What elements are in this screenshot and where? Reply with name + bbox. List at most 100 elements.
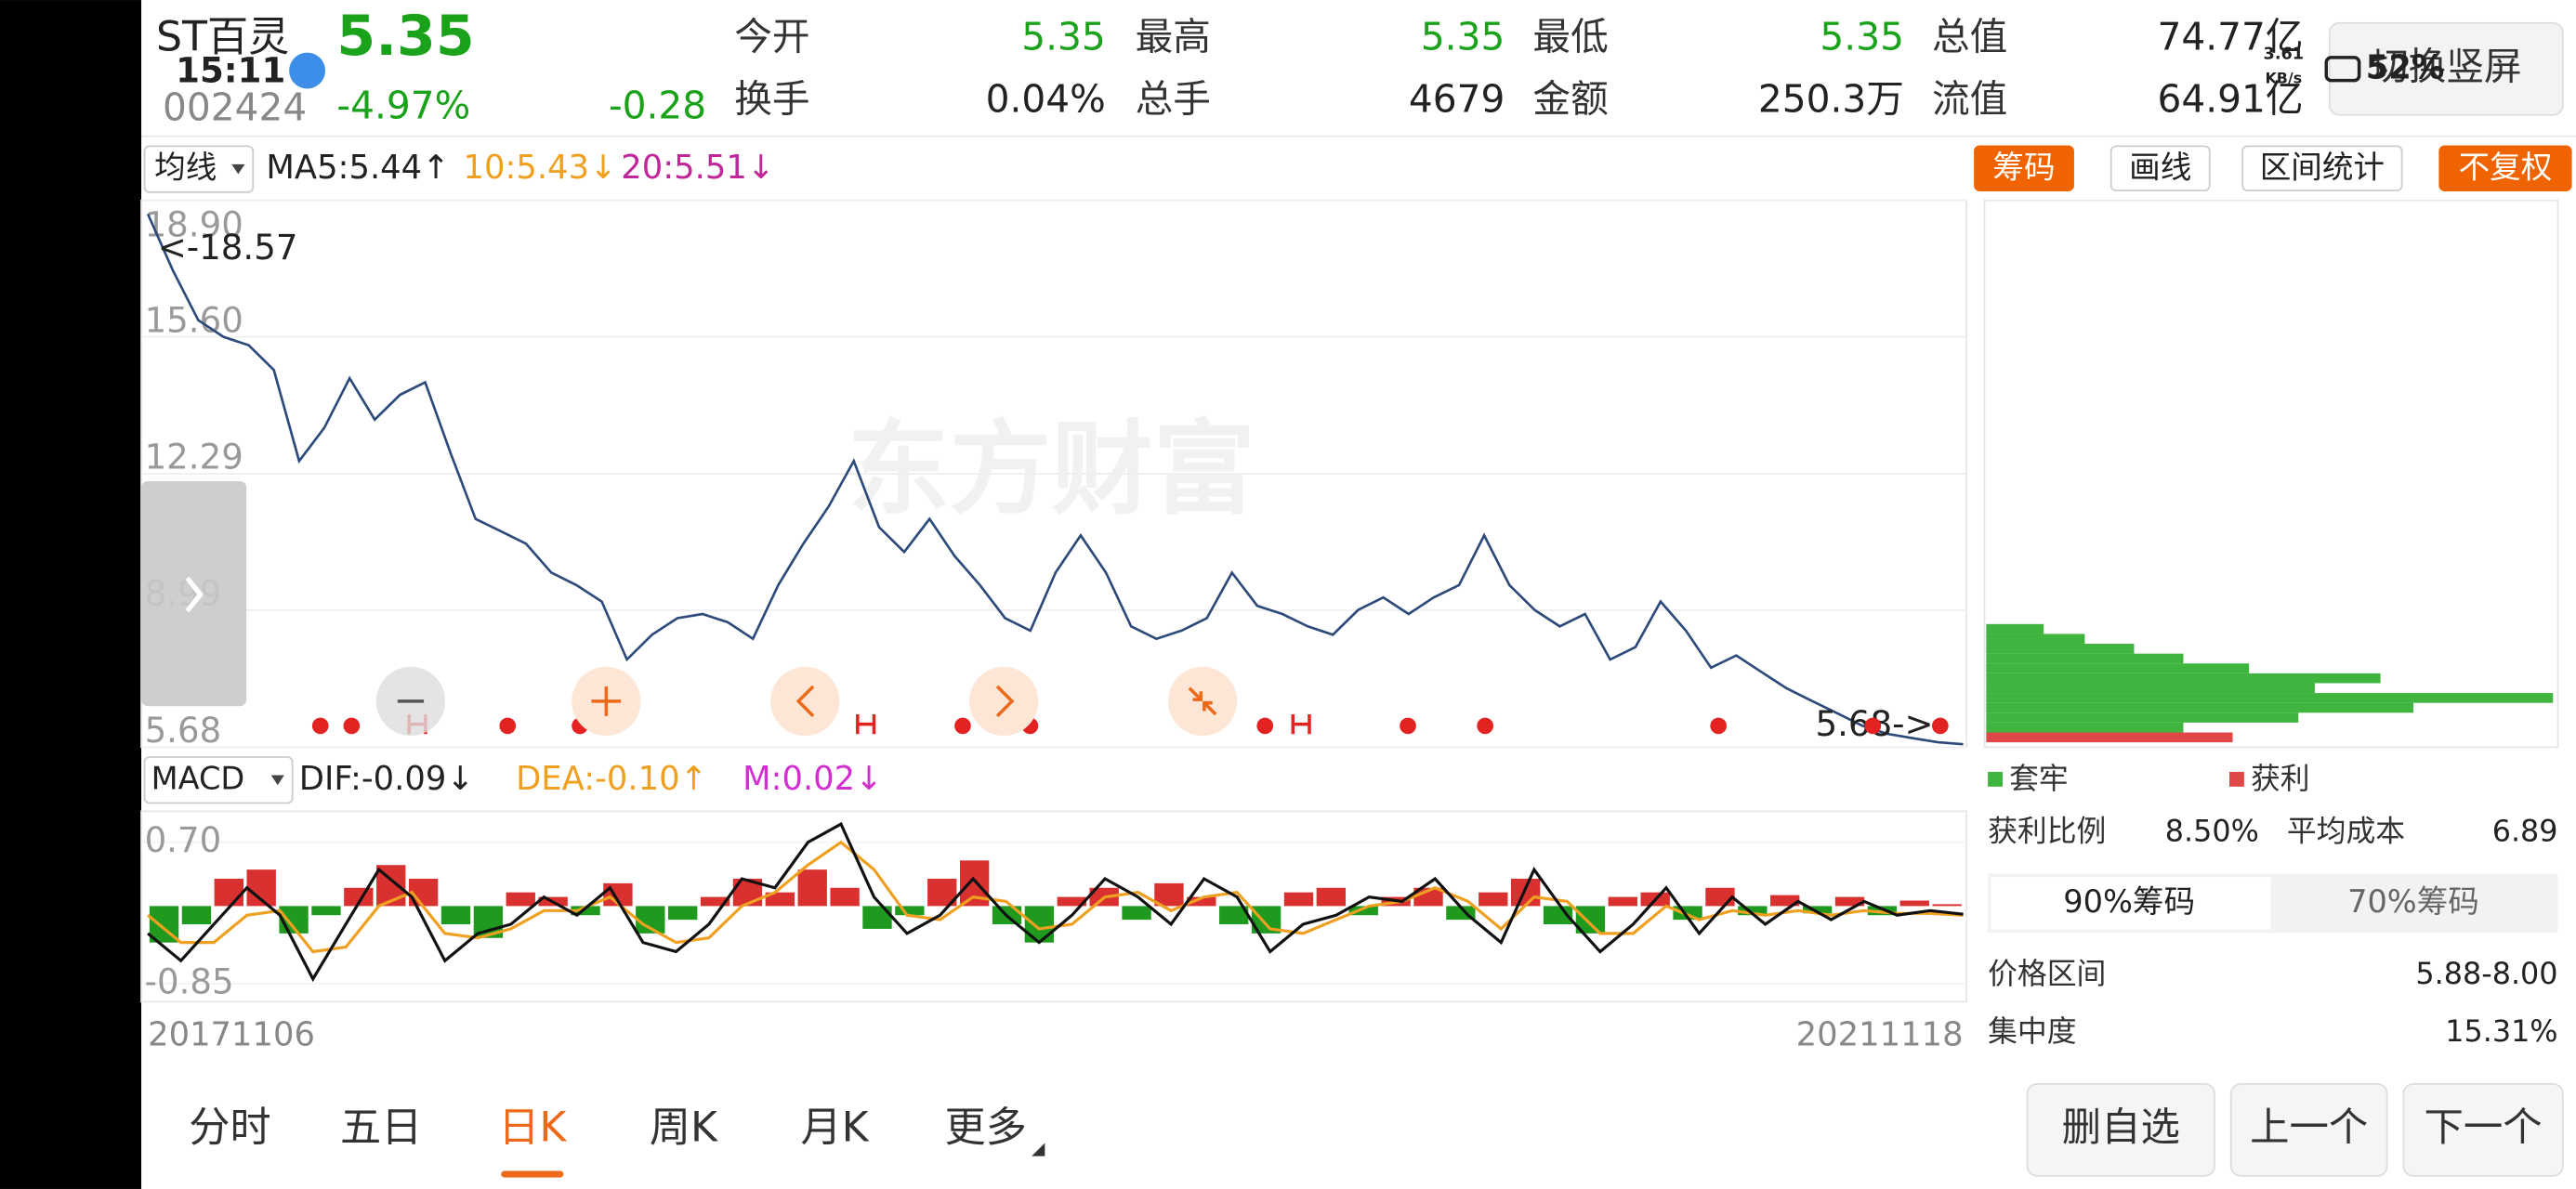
dropdown-arrow	[231, 163, 245, 175]
signal-s	[1291, 714, 1311, 735]
action-label[interactable]: 上一个	[2250, 1105, 2368, 1151]
clock: 15:11	[176, 50, 285, 90]
period-tab[interactable]: 周K	[650, 1104, 718, 1151]
tool-button-label[interactable]: 区间统计	[2260, 150, 2385, 186]
macd-bar	[1770, 895, 1800, 907]
tool-shrink[interactable]	[1167, 666, 1238, 737]
action-label[interactable]: 下一个	[2424, 1105, 2542, 1151]
icon	[995, 685, 1015, 718]
stat-label: 集中度	[1988, 1013, 2076, 1049]
macd-bar	[1283, 892, 1314, 907]
macd-select[interactable]: MACD	[151, 760, 245, 796]
change: -0.28	[609, 84, 706, 128]
ma-select-box[interactable]	[143, 145, 255, 193]
tool-button-label[interactable]: 画线	[2129, 150, 2191, 186]
chip-tab[interactable]: 90%筹码	[2063, 883, 2195, 920]
signal-dot	[1256, 717, 1274, 735]
ma-select[interactable]: 均线	[154, 150, 217, 186]
stat-value: 6.89	[2492, 813, 2558, 848]
period-tab[interactable]: 更多	[945, 1104, 1027, 1151]
macd-bar	[1899, 900, 1929, 907]
macd-select-box[interactable]	[143, 756, 294, 804]
tool-right[interactable]	[969, 666, 1039, 737]
legend-label: 获利	[2251, 761, 2310, 796]
action-label[interactable]: 删自选	[2062, 1105, 2180, 1151]
y-tick-label: 15.60	[145, 300, 243, 340]
macd-chart: 0.70 -0.85	[141, 820, 1967, 1001]
switch-button[interactable]	[2328, 21, 2564, 116]
period-tab[interactable]: 分时	[189, 1104, 270, 1151]
macd-bar	[1834, 896, 1865, 907]
macd-bar	[214, 878, 243, 907]
tool-button[interactable]	[2109, 145, 2211, 191]
macd-bar	[1187, 896, 1216, 907]
stock-name: ST百灵	[156, 13, 289, 60]
period-tab[interactable]: 月K	[800, 1104, 869, 1151]
chip-bar	[1986, 634, 2085, 645]
y-tick-label: 5.68	[145, 711, 222, 751]
chip-bar	[1986, 702, 2413, 713]
quote-label: 最低	[1532, 14, 1608, 59]
status-icon	[289, 52, 326, 89]
period-tab[interactable]: 五日	[340, 1104, 422, 1151]
chip-bar	[1986, 712, 2299, 723]
macd-bar	[1219, 906, 1249, 925]
switch-label[interactable]: 切换竖屏	[2371, 44, 2522, 88]
tool-button[interactable]	[2438, 145, 2572, 191]
chip-bar	[1986, 663, 2250, 673]
chip-bar	[1986, 644, 2135, 654]
macd-bar	[1122, 906, 1151, 921]
action-button[interactable]	[2026, 1082, 2215, 1177]
tool-left[interactable]	[770, 666, 840, 737]
quote-value: 5.35	[1421, 14, 1505, 59]
macd-bar	[1479, 892, 1508, 907]
macd-bar	[1932, 904, 1962, 907]
chip-tab-active[interactable]	[1991, 877, 2271, 930]
tool-button-label[interactable]: 筹码	[1992, 150, 2055, 186]
more-arrow	[1032, 1143, 1045, 1156]
macd-bar	[830, 887, 860, 907]
macd-bar	[181, 906, 212, 925]
macd-bar	[895, 906, 925, 916]
chart-tools[interactable]	[375, 666, 1238, 737]
stat-label: 平均成本	[2287, 813, 2405, 848]
chip-bar	[1986, 673, 2381, 684]
battery-icon	[2324, 56, 2361, 83]
tool-button[interactable]	[2241, 145, 2403, 191]
dropdown-arrow	[270, 775, 284, 786]
tab-underline	[501, 1170, 564, 1178]
action-button[interactable]	[2229, 1082, 2388, 1177]
action-button[interactable]	[2402, 1082, 2564, 1177]
macd-bar	[1738, 906, 1768, 916]
y-tick-label: 0.70	[145, 820, 222, 860]
icon	[795, 685, 815, 718]
period-tab[interactable]: 日K	[498, 1104, 567, 1151]
chip-bar	[1986, 732, 2233, 743]
m-label: M:0.02↓	[743, 760, 883, 798]
macd-bar	[668, 906, 698, 921]
quote-value: 5.35	[1820, 14, 1904, 59]
macd-bar	[506, 892, 535, 907]
side-tab[interactable]	[141, 481, 247, 707]
legend-swatch	[2228, 771, 2244, 787]
macd-bar	[571, 906, 600, 916]
chips-frame	[1983, 199, 2559, 749]
macd-bar	[1348, 906, 1378, 916]
chip-bar	[1986, 653, 2184, 664]
quote-value: 250.3万	[1758, 77, 1904, 122]
dif-line	[147, 821, 1964, 983]
icon	[591, 686, 622, 716]
y-tick-label: 18.90	[145, 205, 243, 245]
stock-code: 002424	[163, 85, 307, 129]
macd-bar	[1024, 906, 1055, 943]
chips-bars	[1986, 623, 2554, 743]
net-unit: KB/s	[2265, 69, 2302, 86]
tool-button-label[interactable]: 不复权	[2459, 150, 2553, 186]
tool-button[interactable]	[1974, 145, 2074, 191]
change-pct: -4.97%	[336, 84, 470, 128]
chip-tab[interactable]: 70%筹码	[2347, 883, 2479, 920]
left-bezel	[0, 0, 142, 1189]
macd-bar	[1608, 896, 1637, 907]
legend-swatch	[1988, 771, 2004, 787]
macd-bar	[1510, 878, 1541, 907]
